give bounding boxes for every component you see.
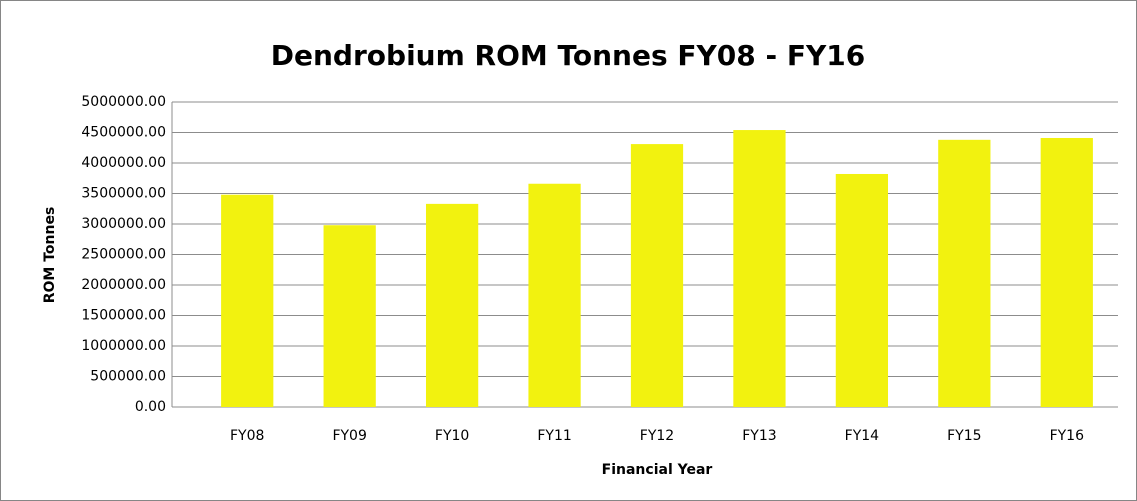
- bar: [425, 203, 479, 407]
- y-axis-label: ROM Tonnes: [42, 207, 58, 304]
- x-tick-label: FY11: [537, 428, 571, 444]
- y-tick-label: 2500000.00: [81, 247, 166, 263]
- y-tick-label: 3500000.00: [81, 186, 166, 202]
- y-tick-label: 5000000.00: [81, 94, 166, 110]
- y-tick-label: 0.00: [135, 399, 166, 415]
- bar: [938, 139, 991, 407]
- y-tick-label: 3000000.00: [81, 216, 166, 232]
- bar: [630, 144, 684, 407]
- y-tick-label: 2000000.00: [81, 277, 166, 293]
- x-tick-label: FY12: [640, 428, 674, 444]
- bar: [528, 183, 581, 407]
- y-tick-label: 4500000.00: [81, 125, 166, 141]
- y-tick-label: 1000000.00: [81, 338, 166, 354]
- chart-title: Dendrobium ROM Tonnes FY08 - FY16: [271, 39, 865, 72]
- x-tick-label: FY14: [845, 428, 880, 444]
- x-tick-label: FY16: [1050, 428, 1085, 444]
- bar: [835, 173, 889, 407]
- x-tick-label: FY13: [742, 428, 776, 444]
- bar: [733, 130, 786, 407]
- x-tick-label: FY10: [435, 428, 469, 444]
- bar: [323, 225, 376, 407]
- y-tick-label: 4000000.00: [81, 155, 166, 171]
- x-axis-label: Financial Year: [602, 462, 713, 478]
- x-tick-label: FY15: [947, 428, 981, 444]
- y-tick-label: 1500000.00: [81, 308, 166, 324]
- bar: [221, 194, 274, 407]
- x-tick-label: FY09: [332, 428, 366, 444]
- x-tick-label: FY08: [230, 428, 264, 444]
- bar: [1040, 137, 1093, 408]
- y-tick-label: 500000.00: [90, 369, 166, 385]
